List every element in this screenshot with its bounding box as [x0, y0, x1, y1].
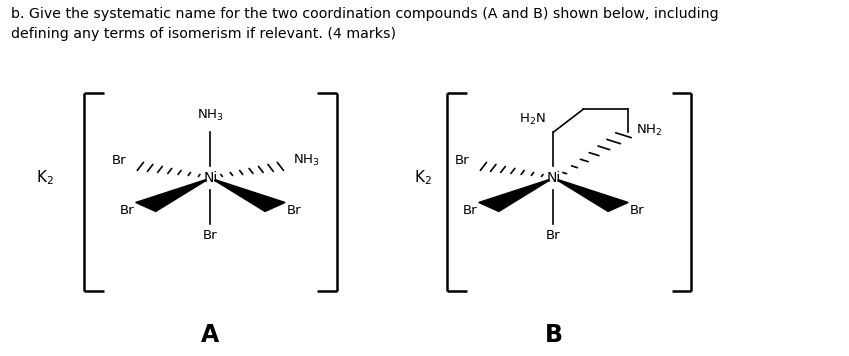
Text: K$_2$: K$_2$ [414, 169, 432, 187]
Text: K$_2$: K$_2$ [36, 169, 53, 187]
Polygon shape [215, 180, 285, 211]
Text: H$_2$N: H$_2$N [519, 112, 546, 127]
Text: NH$_3$: NH$_3$ [293, 153, 320, 168]
Text: Br: Br [463, 204, 477, 217]
Text: A: A [201, 323, 220, 347]
Text: Ni: Ni [547, 171, 560, 185]
Text: Br: Br [111, 154, 126, 167]
Text: Br: Br [203, 229, 217, 242]
Text: NH$_2$: NH$_2$ [636, 123, 663, 138]
Text: b. Give the systematic name for the two coordination compounds (A and B) shown b: b. Give the systematic name for the two … [11, 7, 718, 41]
Polygon shape [479, 180, 549, 211]
Polygon shape [136, 180, 206, 211]
Text: Br: Br [287, 204, 301, 217]
Text: Ni: Ni [203, 171, 217, 185]
Text: Br: Br [546, 229, 561, 242]
Text: Br: Br [454, 154, 469, 167]
Text: NH$_3$: NH$_3$ [197, 108, 223, 123]
Text: B: B [544, 323, 562, 347]
Polygon shape [558, 180, 628, 211]
Text: Br: Br [630, 204, 644, 217]
Text: Br: Br [119, 204, 134, 217]
